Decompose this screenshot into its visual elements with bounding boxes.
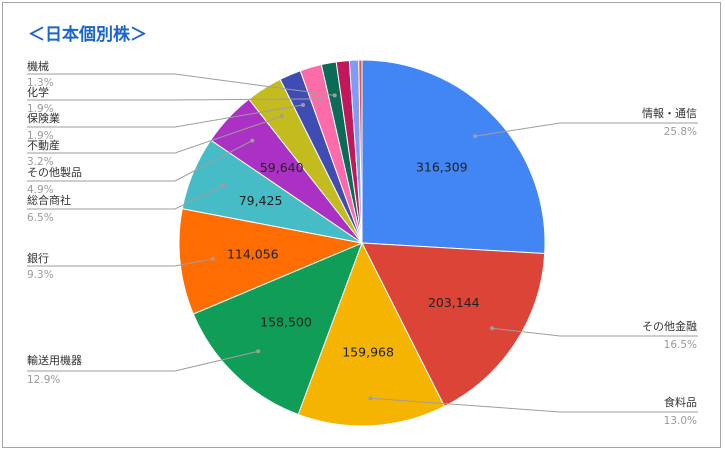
slice-value-label: 159,968 <box>342 345 394 360</box>
leader-line <box>27 104 304 128</box>
slice-name-label: 銀行 <box>27 251 49 265</box>
slice-name-label: その他金融 <box>642 319 697 333</box>
pie-slice-情報・通信[interactable] <box>361 59 546 255</box>
slice-percent-label: 16.5% <box>664 339 697 351</box>
slice-name-label: 食料品 <box>664 395 697 409</box>
leader-line <box>370 397 698 413</box>
pie-slice-食料品[interactable] <box>297 241 446 427</box>
slice-name-label: その他製品 <box>27 165 82 179</box>
leader-line <box>27 140 253 182</box>
pie-slices <box>178 59 546 427</box>
slice-value-label: 158,500 <box>260 314 312 329</box>
leader-line <box>492 327 698 337</box>
leader-line <box>27 350 259 372</box>
slice-percent-label: 1.9% <box>27 130 54 142</box>
slice-value-label: 114,056 <box>227 247 279 262</box>
slice-percent-label: 4.9% <box>27 184 54 196</box>
slice-name-label: 輸送用機器 <box>27 353 82 367</box>
slice-value-label: 316,309 <box>416 160 468 175</box>
pie-slice-銀行[interactable] <box>178 208 364 315</box>
pie-slice-輸送用機器[interactable] <box>192 242 363 416</box>
slice-name-label: 不動産 <box>27 138 60 152</box>
slice-percent-label: 25.8% <box>664 126 697 138</box>
leader-line <box>27 73 335 96</box>
leader-line <box>475 122 698 137</box>
slice-percent-label: 6.5% <box>27 212 54 224</box>
slice-percent-label: 1.3% <box>27 77 54 89</box>
leader-line <box>27 185 224 210</box>
slice-value-label: 79,425 <box>239 193 283 208</box>
slice-percent-label: 9.3% <box>27 269 54 281</box>
leader-line <box>27 258 213 267</box>
slice-percent-label: 12.9% <box>27 374 60 386</box>
slice-name-label: 総合商社 <box>27 193 71 207</box>
chart-title: ＜日本個別株＞ <box>28 25 147 45</box>
leader-line <box>27 98 321 101</box>
leader-line <box>27 115 282 154</box>
slice-value-label: 203,144 <box>428 295 480 310</box>
pie-labels: 316,309 情報・通信 25.8% 203,144 その他金融 16.5% 159,96… <box>27 59 698 427</box>
slice-name-label: 保険業 <box>27 111 60 125</box>
slice-name-label: 化学 <box>27 85 49 99</box>
pie-slice-その他金融[interactable] <box>361 242 546 408</box>
slice-percent-label: 3.2% <box>27 156 54 168</box>
slice-name-label: 情報・通信 <box>642 107 697 120</box>
slice-value-label: 59,640 <box>260 160 304 175</box>
slice-name-label: 機械 <box>27 59 49 73</box>
slice-percent-label: 1.9% <box>27 103 54 115</box>
slice-percent-label: 13.0% <box>664 415 697 427</box>
pie-slice-unlabeled-13[interactable] <box>358 59 363 244</box>
